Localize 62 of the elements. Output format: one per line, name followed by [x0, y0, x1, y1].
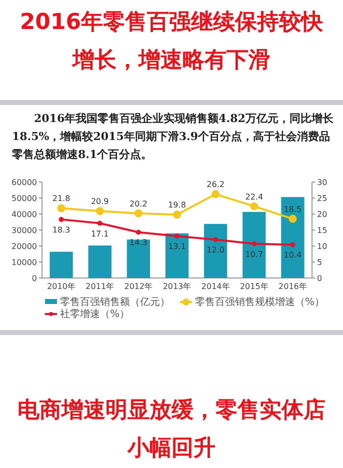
legend-label: 零售百强销售规模增速（%）: [195, 296, 325, 308]
x-tick-label: 2013年: [162, 282, 192, 291]
point: [97, 220, 102, 226]
y2-tick-label: 25: [317, 194, 328, 203]
bar: [242, 212, 266, 278]
point: [173, 210, 181, 219]
legend-label: 零售百强销售额（亿元）: [60, 296, 170, 308]
data-label: 18.3: [52, 225, 70, 234]
chart-title: 2016年零售百强继续保持较快增长，增速略有下滑: [18, 9, 324, 75]
point: [290, 242, 296, 248]
data-label: 10.7: [245, 250, 264, 259]
y2-tick-label: 5: [317, 258, 322, 267]
data-label: 10.4: [284, 250, 302, 260]
y-tick-label: 40000: [12, 210, 37, 219]
bar: [126, 240, 150, 278]
point: [250, 202, 258, 210]
x-tick-label: 2016年: [278, 282, 307, 291]
y2-tick-label: 20: [317, 210, 328, 219]
y-tick-label: 30000: [12, 226, 37, 235]
y2-tick-label: 10: [317, 242, 328, 251]
y-tick-label: 50000: [12, 194, 37, 203]
y2-tick-label: 30: [317, 178, 328, 187]
y2-tick-label: 0: [317, 274, 322, 283]
data-label: 21.8: [52, 194, 70, 204]
x-tick-label: 2012年: [124, 282, 153, 291]
point: [136, 230, 141, 235]
point: [212, 190, 220, 198]
data-label: 19.8: [168, 200, 186, 210]
chart-subtitle: 2016年我国零售百强企业实现销售额4.82万亿元，同比增长18.5%，增幅较2015年同期下滑3.9个百分点，高于社会消费品零售总额增速8.1个百分点。: [12, 111, 334, 163]
data-label: 12.0: [206, 246, 224, 255]
x-tick-label: 2015年: [240, 282, 268, 291]
data-label: 18.5: [284, 204, 302, 214]
data-label: 22.4: [245, 192, 264, 202]
data-label: 20.2: [130, 199, 148, 208]
bar: [50, 252, 73, 278]
y-tick-label: 20000: [12, 242, 37, 251]
point: [57, 204, 66, 212]
point: [288, 214, 297, 223]
data-label: 26.2: [206, 180, 224, 190]
y-tick-label: 0: [32, 274, 37, 283]
point: [96, 207, 104, 216]
point: [134, 209, 142, 218]
y-tick-label: 60000: [12, 178, 37, 187]
data-label: 14.3: [130, 238, 148, 248]
y2-tick-label: 15: [317, 226, 328, 235]
data-label: 20.9: [90, 197, 109, 206]
text: 电商增速明显放缓，零售实体店小幅回升: [16, 396, 326, 463]
x-tick-label: 2014年: [201, 282, 230, 291]
x-tick-label: 2011年: [86, 282, 114, 291]
point: [174, 234, 180, 239]
point: [252, 241, 257, 246]
legend-label: 社零增速（%）: [60, 308, 130, 320]
point: [213, 237, 218, 242]
bar: [204, 224, 228, 278]
data-label: 17.1: [90, 229, 109, 238]
y-tick-label: 10000: [12, 258, 37, 267]
data-label: 13.1: [168, 242, 186, 252]
x-tick-label: 2010年: [47, 282, 76, 291]
bar: [281, 197, 304, 278]
bar: [88, 246, 112, 278]
bar: [165, 233, 189, 278]
point: [58, 216, 64, 222]
